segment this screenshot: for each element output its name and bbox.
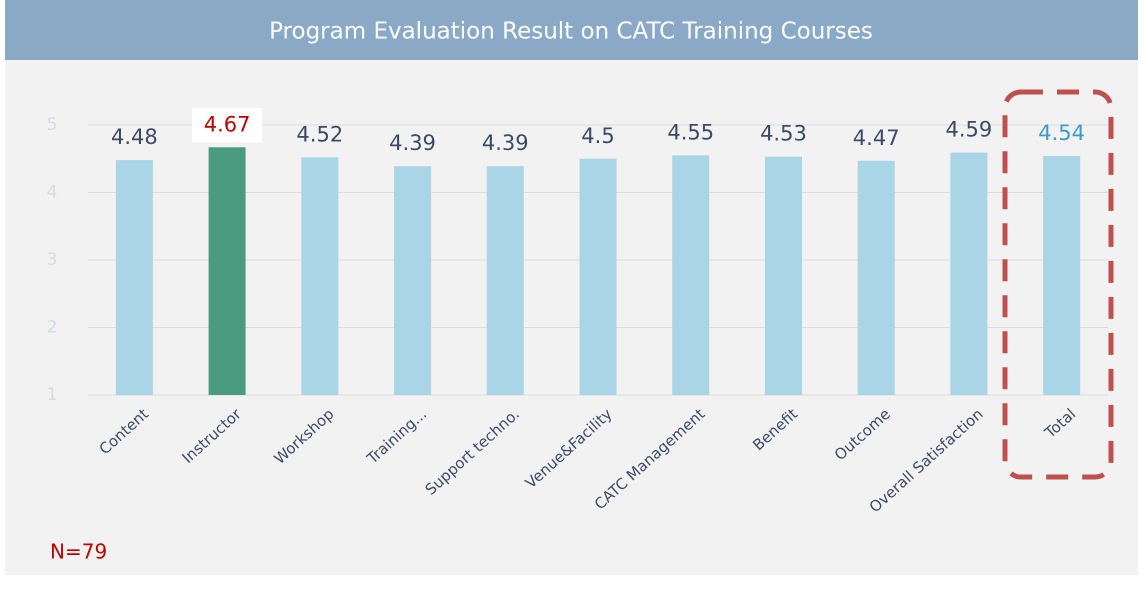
value-label: 4.47 [853, 126, 900, 150]
y-tick-label: 5 [47, 115, 58, 135]
value-label: 4.59 [946, 118, 993, 142]
value-label: 4.39 [389, 131, 436, 155]
value-label: 4.53 [760, 122, 807, 146]
bar [579, 158, 617, 395]
y-tick-label: 4 [47, 183, 58, 203]
bar [115, 160, 153, 395]
bar [208, 147, 246, 395]
value-label: 4.52 [296, 122, 343, 146]
bar [301, 157, 339, 395]
value-label: 4.54 [1038, 121, 1085, 145]
value-label: 4.55 [667, 120, 714, 144]
value-label: 4.5 [581, 124, 614, 148]
bar [486, 166, 524, 395]
value-label: 4.39 [482, 131, 529, 155]
value-label: 4.48 [111, 125, 158, 149]
chart-background [5, 0, 1138, 575]
chart-title: Program Evaluation Result on CATC Traini… [269, 19, 873, 45]
bar [672, 155, 710, 395]
y-tick-label: 1 [47, 385, 58, 405]
bar [1043, 156, 1081, 395]
y-tick-label: 3 [47, 250, 58, 270]
value-label-box [192, 108, 263, 143]
bar [857, 160, 895, 395]
annotation: N=79 [50, 540, 107, 564]
highlight-box [1002, 89, 1114, 480]
y-tick-label: 2 [47, 318, 58, 338]
bar [950, 152, 988, 395]
bar [764, 156, 802, 395]
value-label: 4.67 [204, 112, 251, 136]
title-band [5, 0, 1138, 60]
bar [394, 166, 432, 395]
